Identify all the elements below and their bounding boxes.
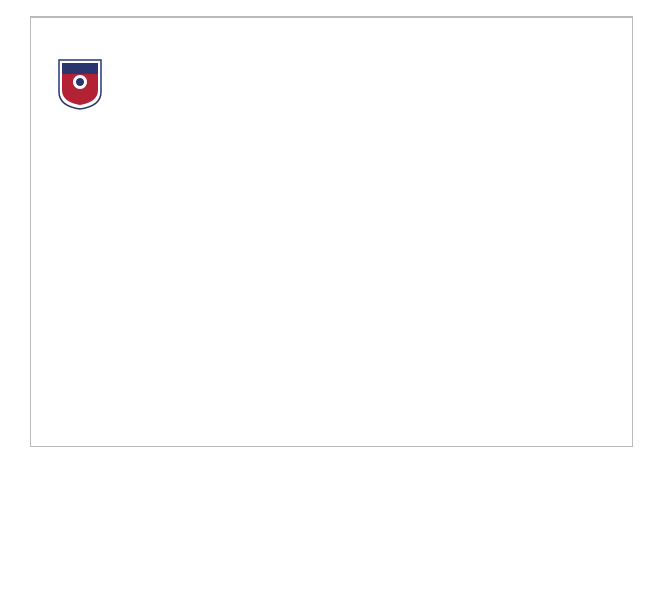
team-badge	[57, 58, 103, 110]
pitch-container	[30, 17, 633, 447]
chart-title	[0, 0, 663, 16]
pitch-svg	[31, 18, 632, 446]
